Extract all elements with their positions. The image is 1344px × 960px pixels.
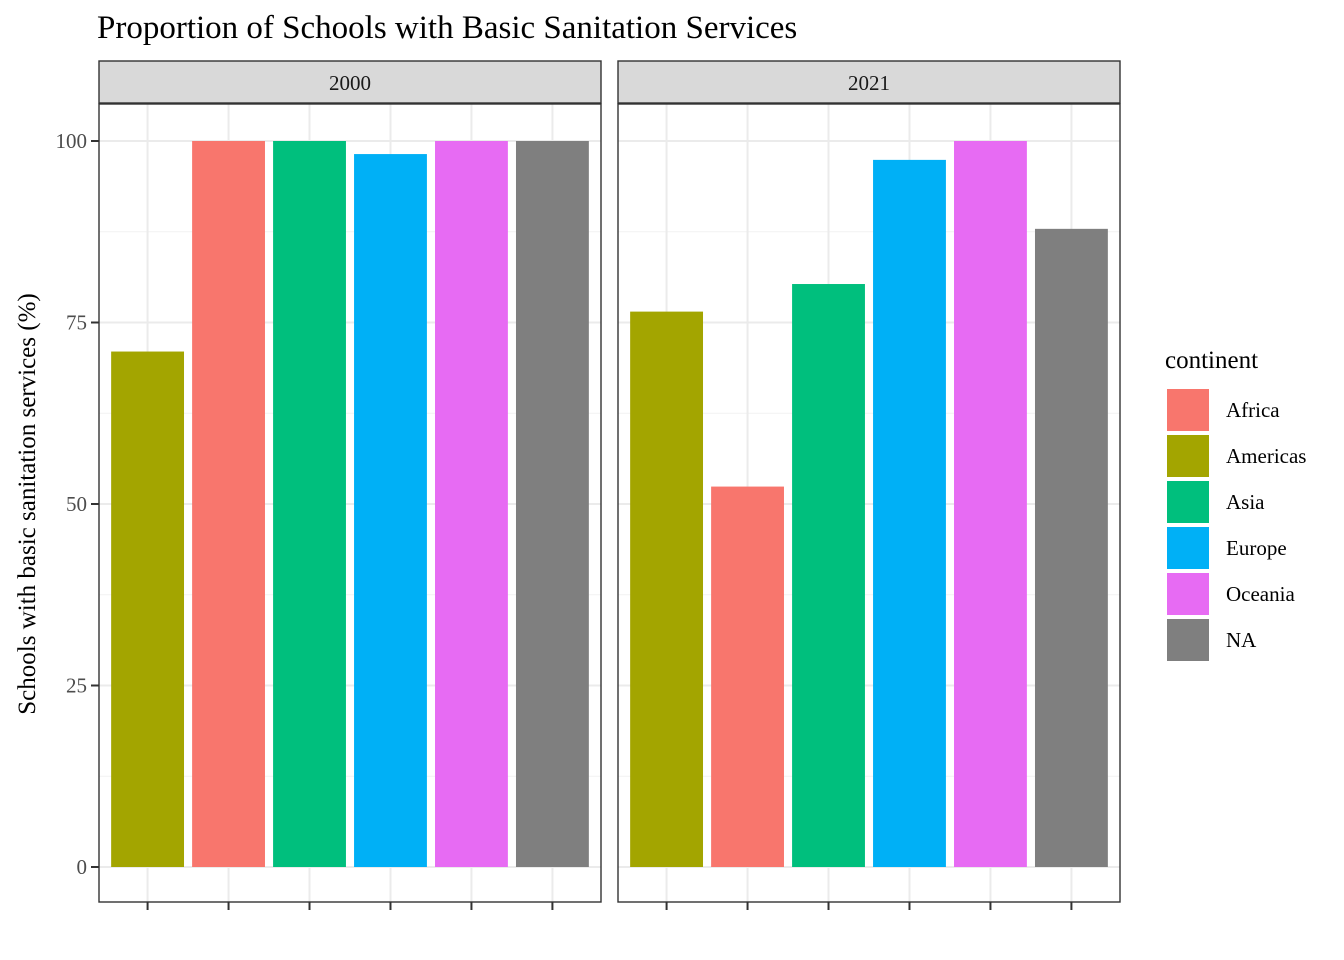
legend: continent Africa Americas Asia Europe Oceani…	[1165, 347, 1306, 661]
bar-2021-europe	[873, 159, 946, 868]
bar-2000-americas	[111, 351, 185, 867]
legend-key	[1167, 435, 1209, 477]
legend-key	[1167, 619, 1209, 661]
y-tick-label: 50	[66, 492, 87, 516]
legend-item-asia: Asia	[1167, 481, 1265, 523]
facet-strip	[98, 60, 602, 104]
legend-label: Europe	[1226, 536, 1287, 560]
bar-2000-africa	[192, 141, 265, 867]
legend-title: continent	[1165, 347, 1258, 374]
legend-label: Americas	[1226, 444, 1306, 468]
bar-2000-na	[515, 141, 589, 867]
legend-item-na: NA	[1167, 619, 1257, 661]
bar-2021-oceania	[954, 141, 1027, 867]
bar-2000-asia	[273, 141, 346, 867]
bar-2021-americas	[630, 311, 704, 867]
legend-label: Asia	[1226, 490, 1265, 514]
y-tick-label: 25	[66, 674, 87, 698]
legend-key	[1167, 389, 1209, 431]
facet-panel-2000: 2000 0 25 50 75 100	[56, 60, 602, 910]
facet-strip	[617, 60, 1121, 104]
legend-label: Oceania	[1226, 582, 1295, 606]
legend-key	[1167, 527, 1209, 569]
bar-2021-na	[1034, 228, 1108, 867]
bar-2000-europe	[354, 154, 427, 867]
y-tick-label: 100	[56, 129, 88, 153]
bar-2021-asia	[792, 284, 865, 868]
legend-key	[1167, 481, 1209, 523]
legend-key	[1167, 573, 1209, 615]
facet-panels: 2000 0 25 50 75 100 2021	[56, 60, 1121, 910]
chart-title: Proportion of Schools with Basic Sanitat…	[97, 10, 797, 46]
legend-item-oceania: Oceania	[1167, 573, 1295, 615]
bar-2000-oceania	[435, 141, 508, 867]
bar-2021-africa	[711, 486, 784, 867]
legend-item-americas: Americas	[1167, 435, 1306, 477]
legend-item-africa: Africa	[1167, 389, 1280, 431]
y-tick-label: 0	[77, 855, 88, 879]
facet-panel-2021: 2021	[617, 60, 1121, 910]
legend-label: NA	[1226, 628, 1257, 652]
panel-border	[617, 103, 1121, 903]
y-axis-title: Schools with basic sanitation services (…	[14, 293, 41, 714]
y-tick-label: 75	[66, 311, 87, 335]
facet-strip-label: 2021	[848, 71, 890, 95]
facet-strip-label: 2000	[329, 71, 371, 95]
legend-label: Africa	[1226, 398, 1280, 422]
legend-item-europe: Europe	[1167, 527, 1287, 569]
